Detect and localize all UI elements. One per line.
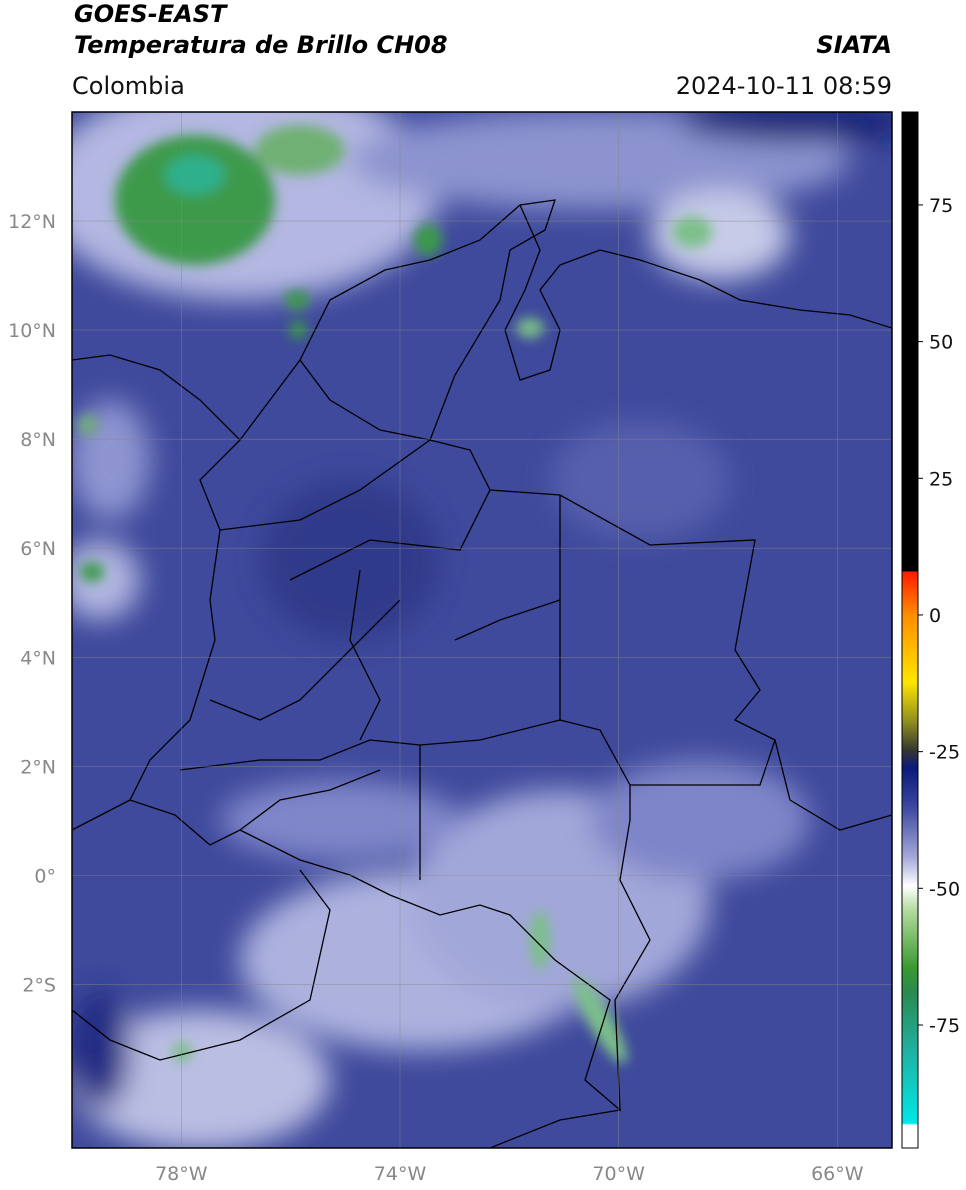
satellite-image (72, 112, 892, 1148)
lat-tick-label: 2°N (20, 756, 56, 778)
colorbar (901, 111, 919, 1149)
lon-tick-label: 66°W (811, 1163, 864, 1185)
colorbar-tick-label: 0 (929, 605, 941, 627)
lat-tick-label: 6°N (20, 538, 56, 560)
map-frame (71, 111, 893, 1149)
colorbar-tick-label: 25 (929, 468, 953, 490)
lon-tick-label: 74°W (374, 1163, 427, 1185)
colorbar-tick-label: -50 (929, 878, 960, 900)
datetime-label: 2024-10-11 08:59 (676, 72, 892, 100)
graticule (72, 112, 892, 1148)
colorbar-tick-label: -75 (929, 1015, 960, 1037)
lat-tick-label: 4°N (20, 647, 56, 669)
colorbar-tick-label: 75 (929, 195, 953, 217)
region-label: Colombia (72, 72, 185, 100)
colorbar-tick-label: -25 (929, 742, 960, 764)
lat-tick-label: 10°N (8, 320, 56, 342)
product-title: Temperatura de Brillo CH08 (74, 31, 448, 59)
lat-tick-label: 2°S (22, 974, 56, 996)
satellite-title: GOES-EAST (74, 0, 228, 28)
lon-tick-label: 78°W (155, 1163, 208, 1185)
lat-tick-label: 12°N (8, 211, 56, 233)
lat-tick-label: 8°N (20, 429, 56, 451)
lon-tick-label: 70°W (592, 1163, 645, 1185)
lat-tick-label: 0° (34, 865, 56, 887)
colorbar-tick-label: 50 (929, 332, 953, 354)
borders (72, 199, 892, 1148)
source-label: SIATA (816, 31, 892, 59)
